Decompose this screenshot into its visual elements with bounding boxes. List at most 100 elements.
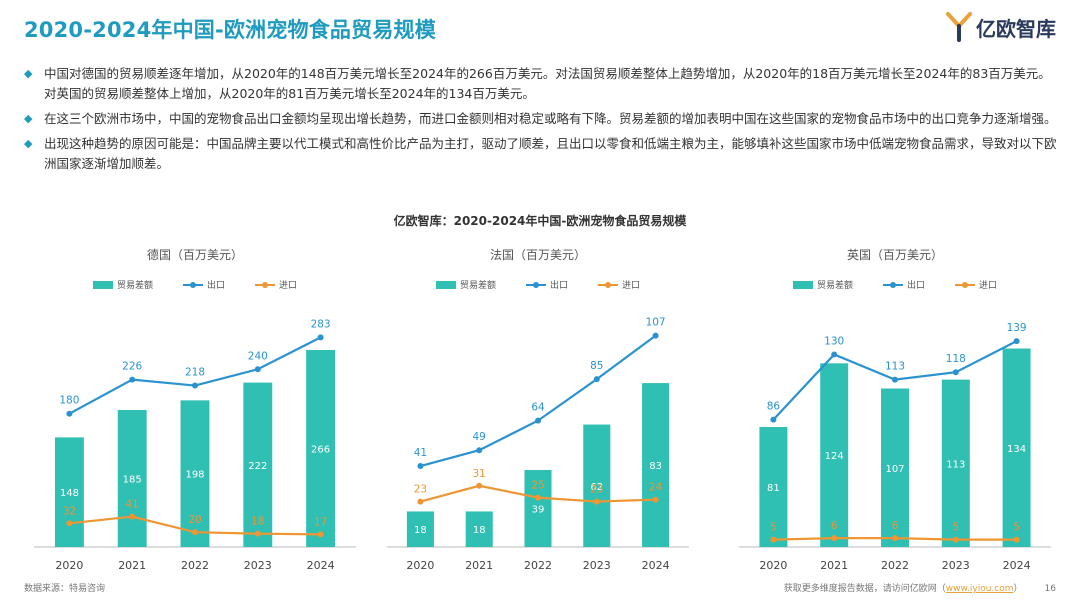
legend-label: 进口 <box>279 281 298 291</box>
legend-item-trade-balance: 贸易差额 <box>92 278 153 291</box>
legend-label: 贸易差额 <box>459 281 496 291</box>
x-tick-label: 2020 <box>55 559 83 572</box>
export-point <box>1013 338 1020 345</box>
export-value-label: 240 <box>248 350 268 362</box>
legend-item-export: 出口 <box>882 278 925 291</box>
import-point <box>535 494 541 501</box>
export-value-label: 180 <box>59 395 79 407</box>
import-point <box>476 482 483 489</box>
bar-value-label: 83 <box>649 461 662 472</box>
bar <box>820 363 849 547</box>
import-value-label: 31 <box>473 468 486 480</box>
legend-item-import: 进口 <box>255 278 297 291</box>
bar <box>306 349 336 547</box>
export-point <box>892 376 898 383</box>
legend-label: 进口 <box>622 281 641 291</box>
import-value-label: 24 <box>649 482 663 494</box>
panel-title: 英国（百万美元） <box>846 248 943 262</box>
chart-title: 亿欧智库：2020-2024年中国-欧洲宠物食品贸易规模 <box>393 214 687 228</box>
export-value-label: 130 <box>824 335 844 347</box>
legend-bar-swatch <box>792 280 813 289</box>
bar-value-label: 107 <box>885 464 904 475</box>
export-point <box>129 376 136 383</box>
diamond-bullet-icon: ◆ <box>24 67 33 80</box>
export-point <box>593 376 600 383</box>
import-point <box>317 531 324 538</box>
bullet-text: 中国对德国的贸易顺差逐年增加，从2020年的148百万美元增长至2024年的26… <box>44 66 1051 101</box>
bar <box>881 388 909 547</box>
bullet-item: ◆ 在这三个欧洲市场中，中国的宠物食品出口金额均呈现出增长趋势，而进口金额则相对… <box>24 109 1060 129</box>
logo-icon <box>946 12 972 42</box>
bar <box>180 400 210 547</box>
x-tick-label: 2024 <box>1003 559 1031 572</box>
bar-value-label: 266 <box>311 444 330 455</box>
legend-line-swatch <box>598 281 618 289</box>
legend-line-swatch <box>882 281 903 289</box>
x-tick-label: 2024 <box>642 559 670 572</box>
import-point <box>129 513 136 520</box>
import-value-label: 20 <box>188 514 201 526</box>
bar-value-label: 81 <box>767 483 780 494</box>
x-tick-label: 2023 <box>244 559 272 572</box>
export-point <box>476 447 483 454</box>
bullet-text: 在这三个欧洲市场中，中国的宠物食品出口金额均呈现出增长趋势，而进口金额则相对稳定… <box>44 111 1057 126</box>
export-value-label: 64 <box>531 402 545 414</box>
bar <box>583 424 611 547</box>
export-point <box>317 334 324 341</box>
export-point <box>254 366 261 373</box>
x-tick-label: 2023 <box>942 559 970 572</box>
import-point <box>593 498 600 505</box>
import-value-label: 23 <box>414 484 427 496</box>
import-point <box>952 536 959 543</box>
import-value-label: 23 <box>590 484 603 496</box>
export-value-label: 139 <box>1007 322 1027 334</box>
x-tick-label: 2020 <box>406 559 434 572</box>
export-value-label: 85 <box>590 360 603 372</box>
bar <box>117 409 147 547</box>
x-tick-label: 2021 <box>118 559 146 572</box>
chart-panel-germany: 德国（百万美元） 贸易差额 出口 进口 148 185 198 222 266 180 22… <box>30 240 360 585</box>
footer-more-suffix: ） <box>1013 584 1023 594</box>
bar-value-label: 113 <box>946 459 965 470</box>
legend-label: 贸易差额 <box>816 281 853 291</box>
diamond-bullet-icon: ◆ <box>24 112 33 125</box>
bar-value-label: 18 <box>414 525 427 536</box>
export-value-label: 218 <box>185 367 205 379</box>
export-value-label: 283 <box>311 318 331 330</box>
legend-bar-swatch <box>435 280 456 289</box>
x-tick-label: 2023 <box>583 559 611 572</box>
export-point <box>192 382 198 389</box>
bullet-item: ◆ 出现这种趋势的原因可能是：中国品牌主要以代工模式和高性价比产品为主打，驱动了… <box>24 134 1060 174</box>
legend-item-export: 出口 <box>525 278 568 291</box>
legend-label: 出口 <box>549 281 568 291</box>
x-tick-label: 2022 <box>881 559 909 572</box>
chart-plot: 18 18 39 62 83 41 49 64 85 107 23 31 25 23 24 2020 2021 2… <box>387 317 689 572</box>
legend-label: 进口 <box>979 281 998 291</box>
bar <box>465 511 493 547</box>
data-source: 数据来源：特易咨询 <box>24 584 106 594</box>
import-value-label: 5 <box>770 522 777 534</box>
logo: 亿欧智库 <box>946 12 1056 42</box>
footer-link[interactable]: www.iyiou.com <box>945 584 1014 594</box>
bar-value-label: 124 <box>825 451 844 462</box>
legend-line-swatch <box>182 281 203 289</box>
import-value-label: 41 <box>126 499 139 511</box>
export-point <box>831 351 838 358</box>
export-point <box>770 416 777 423</box>
import-point <box>770 536 777 543</box>
bullet-text: 出现这种趋势的原因可能是：中国品牌主要以代工模式和高性价比产品为主打，驱动了顺差… <box>44 136 1057 171</box>
import-point <box>831 535 838 542</box>
summary-bullets: ◆ 中国对德国的贸易顺差逐年增加，从2020年的148百万美元增长至2024年的… <box>24 64 1060 179</box>
legend-item-import: 进口 <box>955 278 997 291</box>
export-point <box>66 410 73 417</box>
bar-value-label: 198 <box>185 470 204 481</box>
export-value-label: 86 <box>767 401 781 413</box>
legend-bar-swatch <box>92 280 113 289</box>
import-point <box>254 530 261 537</box>
chart-legend: 贸易差额 出口 进口 <box>383 278 693 291</box>
import-value-label: 5 <box>1013 522 1020 534</box>
bar <box>406 511 434 547</box>
export-value-label: 49 <box>473 431 486 443</box>
bar-value-label: 222 <box>248 461 267 472</box>
x-tick-label: 2021 <box>820 559 848 572</box>
